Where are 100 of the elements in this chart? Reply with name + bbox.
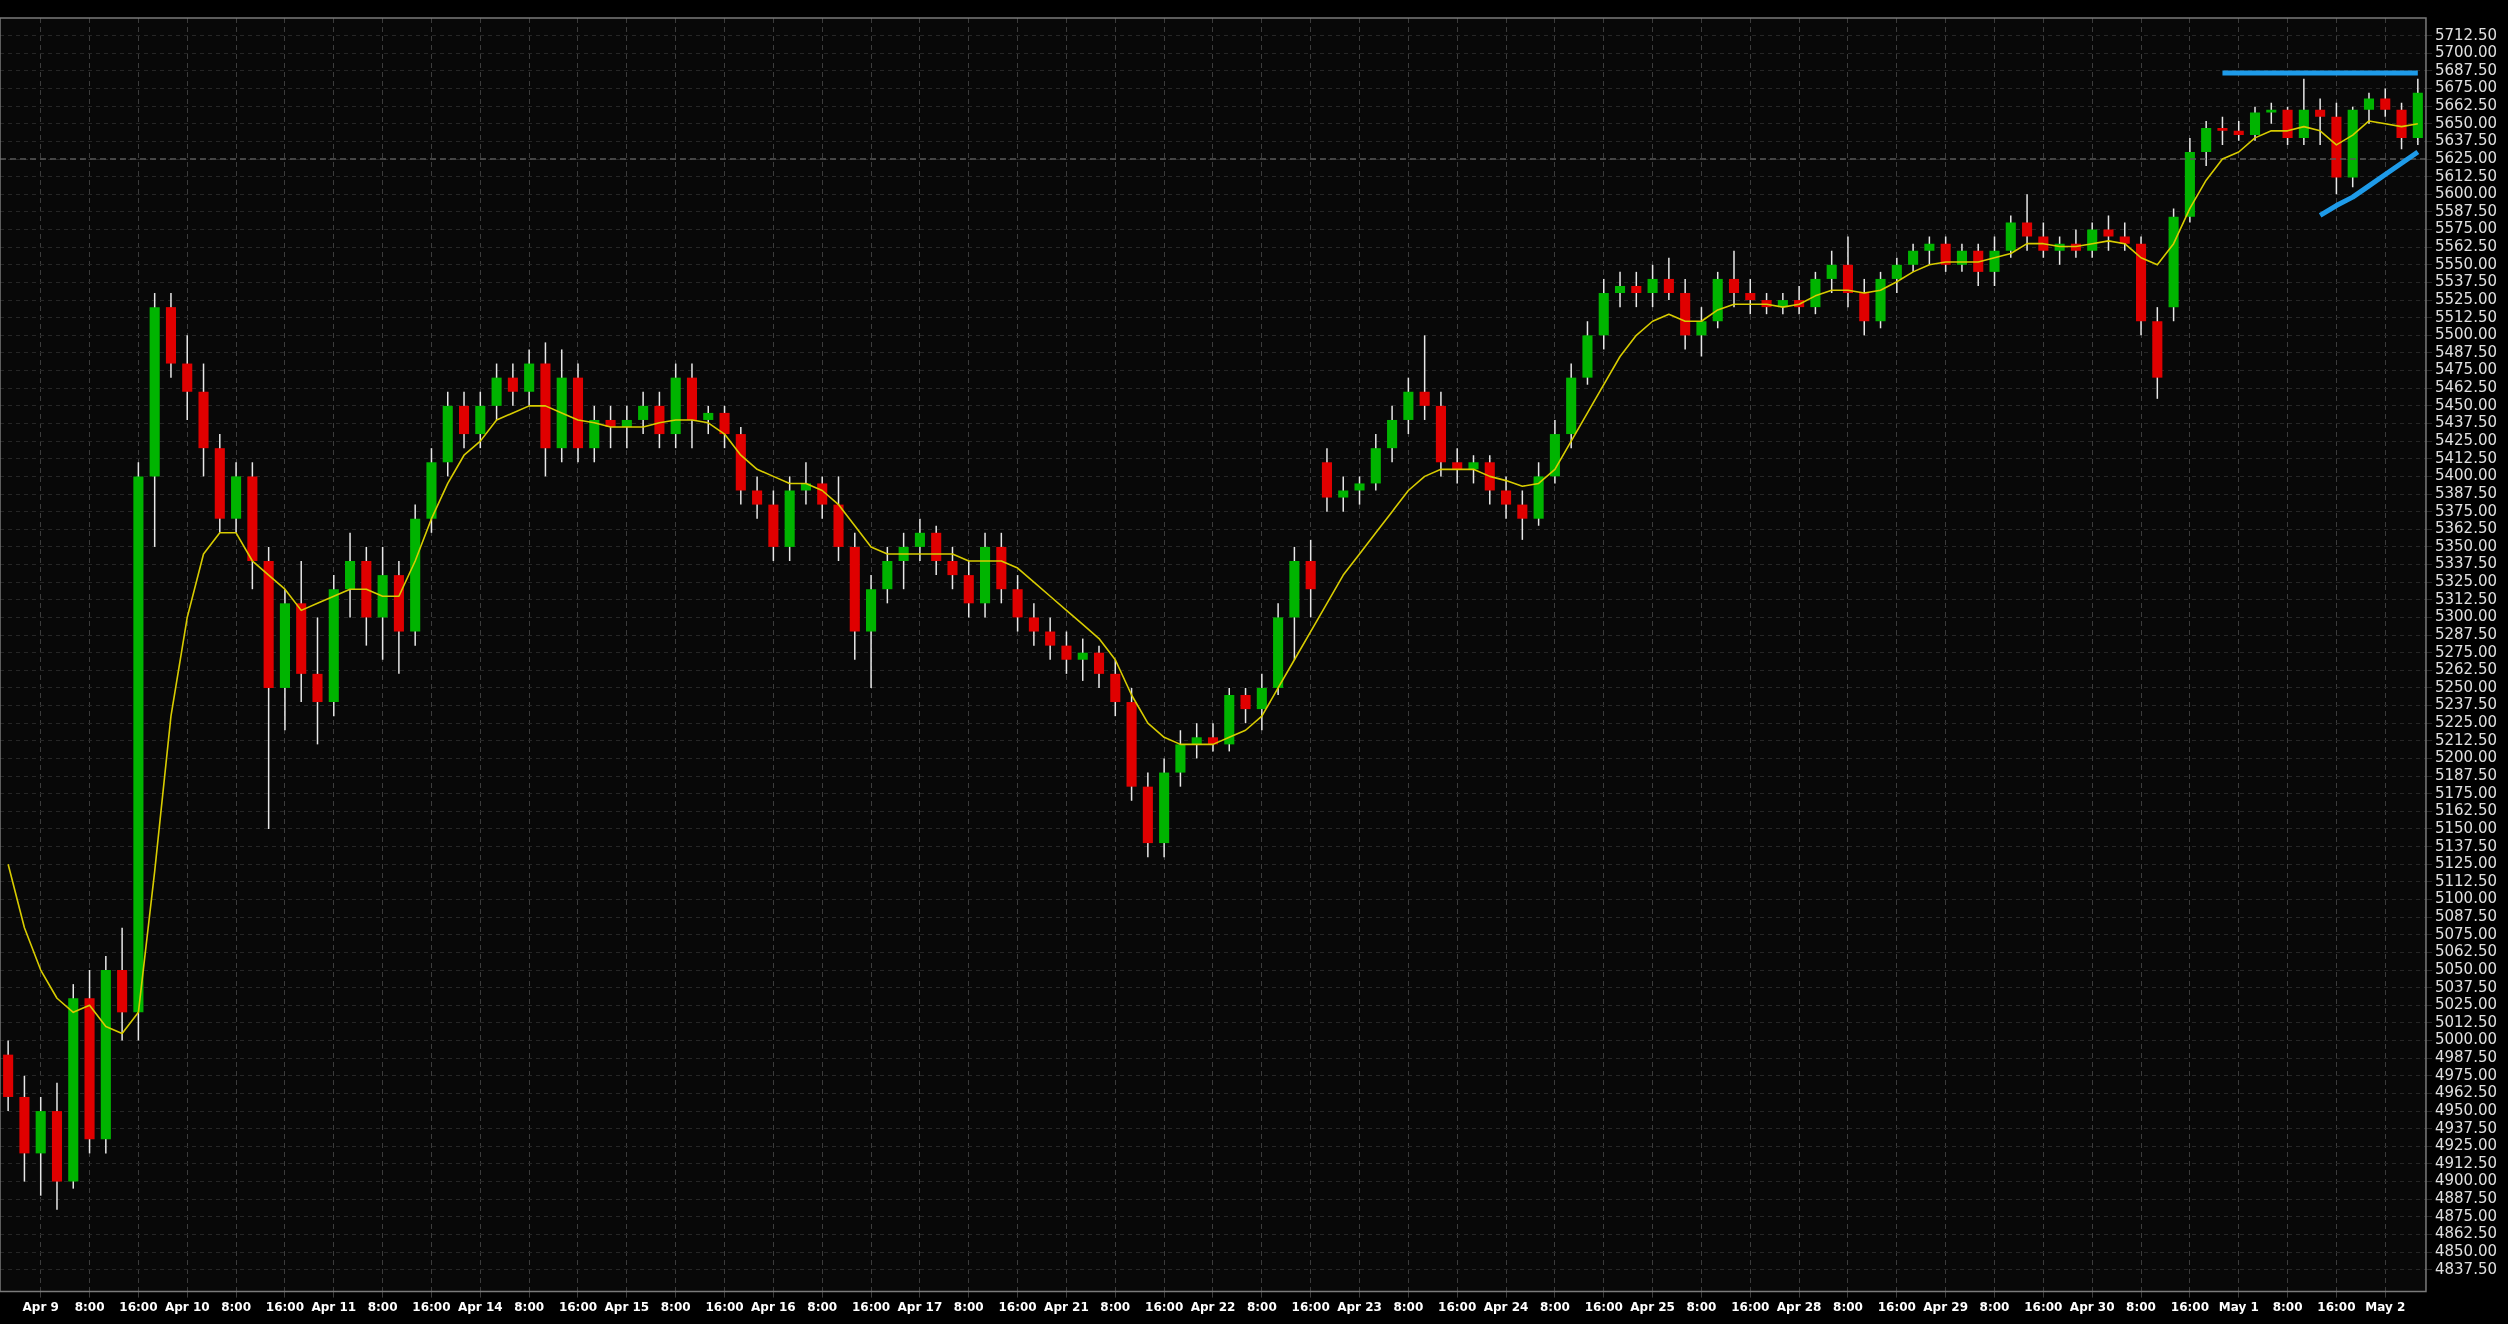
x-tick-label: 16:00	[1291, 1299, 1330, 1314]
y-tick-label: 5087.50	[2434, 907, 2497, 926]
y-tick-label: 5612.50	[2434, 166, 2497, 185]
y-tick-label: 5275.00	[2434, 642, 2497, 661]
x-tick-label: 8:00	[1100, 1299, 1131, 1314]
y-tick-label: 5325.00	[2434, 572, 2497, 591]
x-tick-label: Apr 14	[457, 1299, 503, 1314]
x-tick-label: 16:00	[558, 1299, 598, 1314]
y-tick-label: 5712.50	[2434, 25, 2497, 44]
y-tick-label: 4962.50	[2434, 1083, 2497, 1102]
candlestick	[1908, 242, 1919, 273]
x-tick-label: 16:00	[1145, 1299, 1184, 1314]
candlestick	[638, 391, 649, 435]
y-tick-label: 4937.50	[2434, 1118, 2497, 1137]
candlestick	[1077, 637, 1088, 682]
x-tick-label: 8:00	[1833, 1299, 1863, 1314]
y-tick-label: 5500.00	[2434, 325, 2497, 344]
candlestick	[1647, 264, 1658, 308]
y-tick-label: 5562.50	[2434, 237, 2497, 256]
y-tick-label: 5125.00	[2434, 854, 2497, 873]
candlestick	[1826, 249, 1837, 294]
y-tick-label: 5475.00	[2434, 360, 2497, 379]
y-tick-label: 5700.00	[2434, 43, 2497, 62]
candlestick	[2103, 214, 2114, 252]
y-tick-label: 5687.50	[2434, 60, 2497, 79]
y-tick-label: 5437.50	[2434, 413, 2497, 432]
x-tick-label: 16:00	[1877, 1299, 1916, 1314]
y-tick-label: 5625.00	[2434, 148, 2497, 167]
candlestick	[1631, 271, 1642, 308]
y-tick-label: 5675.00	[2434, 78, 2497, 97]
x-tick-label: 16:00	[265, 1299, 305, 1314]
candlestick	[2380, 87, 2391, 118]
candlestick	[817, 475, 828, 520]
x-tick-label: Apr 17	[897, 1299, 943, 1314]
y-tick-label: 4875.00	[2434, 1206, 2497, 1225]
x-tick-label: 8:00	[1393, 1299, 1424, 1314]
y-tick-label: 5650.00	[2434, 113, 2497, 132]
x-tick-label: 8:00	[1979, 1299, 2010, 1314]
y-tick-label: 5250.00	[2434, 677, 2497, 696]
y-tick-label: 4850.00	[2434, 1242, 2497, 1260]
candlestick	[2233, 120, 2244, 142]
candlestick	[1045, 616, 1056, 661]
candlestick	[1093, 644, 1105, 689]
y-tick-label: 5637.50	[2434, 131, 2497, 150]
y-tick-label: 4975.00	[2434, 1065, 2497, 1084]
y-tick-label: 5100.00	[2434, 889, 2497, 908]
x-tick-label: 16:00	[705, 1299, 744, 1314]
y-tick-label: 5387.50	[2434, 483, 2497, 502]
y-tick-label: 5337.50	[2434, 554, 2497, 573]
x-tick-label: Apr 15	[604, 1299, 650, 1314]
x-tick-label: 8:00	[221, 1299, 252, 1314]
y-tick-label: 5050.00	[2434, 959, 2497, 978]
candlestick	[1501, 475, 1512, 520]
y-tick-label: 5312.50	[2434, 589, 2497, 608]
y-tick-label: 5150.00	[2434, 818, 2497, 837]
y-tick-label: 5587.50	[2434, 201, 2497, 220]
candlestick	[2315, 97, 2326, 146]
y-tick-label: 5225.00	[2434, 713, 2497, 732]
candlestick	[947, 546, 958, 590]
x-tick-label: Apr 23	[1337, 1299, 1382, 1314]
x-tick-label: 8:00	[1539, 1299, 1570, 1314]
y-tick-label: 5000.00	[2434, 1030, 2497, 1049]
x-tick-label: Apr 22	[1190, 1299, 1236, 1314]
y-tick-label: 5012.50	[2434, 1012, 2497, 1031]
y-tick-label: 5375.00	[2434, 501, 2497, 520]
x-tick-label: 16:00	[1584, 1299, 1623, 1314]
x-tick-label: 16:00	[2024, 1299, 2063, 1314]
y-tick-label: 5300.00	[2434, 607, 2497, 626]
y-tick-label: 5512.50	[2434, 307, 2497, 326]
y-tick-label: 5450.00	[2434, 395, 2497, 414]
x-tick-label: Apr 9	[22, 1299, 59, 1314]
y-tick-label: 5037.50	[2434, 977, 2497, 996]
y-tick-label: 5062.50	[2434, 942, 2497, 961]
candlestick	[2249, 106, 2261, 142]
candlestick	[2201, 120, 2212, 167]
y-tick-label: 5137.50	[2434, 836, 2497, 855]
x-tick-label: 8:00	[2272, 1299, 2303, 1314]
y-tick-label: 4950.00	[2434, 1100, 2497, 1119]
y-tick-label: 5600.00	[2434, 184, 2497, 203]
x-tick-label: Apr 29	[1923, 1299, 1968, 1314]
y-tick-label: 5075.00	[2434, 924, 2497, 943]
x-tick-label: Apr 28	[1776, 1299, 1822, 1314]
candlestick	[914, 517, 925, 562]
candlestick	[1696, 306, 1707, 358]
y-tick-label: 5487.50	[2434, 342, 2497, 361]
candlestick	[719, 405, 730, 449]
x-tick-label: Apr 21	[1044, 1299, 1089, 1314]
candlestick	[1468, 454, 1479, 485]
candlestick	[1614, 271, 1626, 308]
y-tick-label: 5425.00	[2434, 431, 2497, 450]
x-tick-label: 16:00	[1731, 1299, 1770, 1314]
y-tick-label: 5462.50	[2434, 378, 2497, 397]
y-tick-label: 5262.50	[2434, 660, 2497, 679]
y-tick-label: 5575.00	[2434, 219, 2497, 238]
x-tick-label: 16:00	[1438, 1299, 1477, 1314]
x-tick-label: May 2	[2365, 1299, 2406, 1314]
y-tick-label: 4925.00	[2434, 1136, 2497, 1155]
candlestick	[1745, 278, 1756, 315]
candlestick	[1891, 257, 1902, 294]
y-tick-label: 5200.00	[2434, 748, 2497, 767]
